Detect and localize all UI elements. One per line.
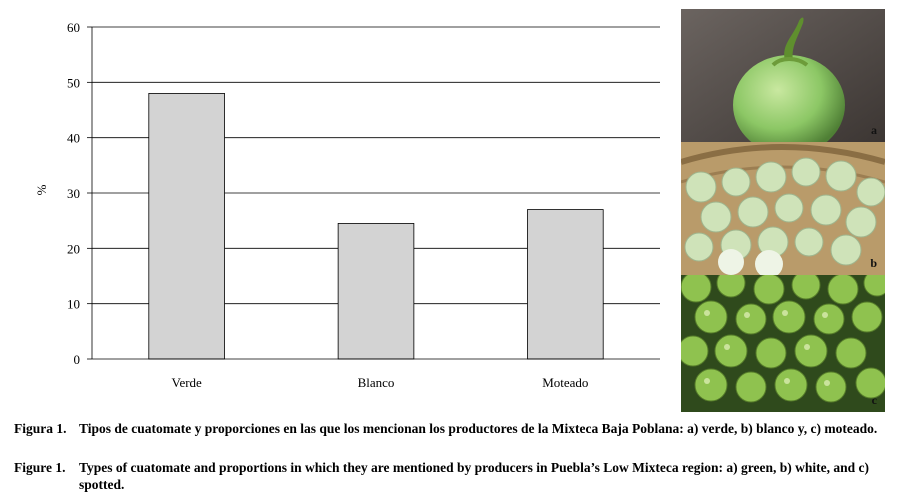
bars bbox=[148, 93, 604, 360]
caption-spanish-text: Tipos de cuatomate y proporciones en las… bbox=[79, 421, 878, 436]
spotted-cuatomate-pile-icon bbox=[681, 275, 885, 412]
y-tick-label: 30 bbox=[67, 186, 80, 201]
photo-c-spotted-cuatomate: c bbox=[681, 275, 885, 412]
y-axis-label: % bbox=[34, 184, 49, 195]
y-tick-labels: 0 10 20 30 40 50 60 bbox=[67, 20, 92, 367]
bar-chart: 0 10 20 30 40 50 60 Verde Blanco Moteado % bbox=[34, 20, 660, 390]
photo-letter-a: a bbox=[871, 123, 877, 137]
x-category-label: Moteado bbox=[542, 375, 588, 390]
photo-a-green-cuatomate: a bbox=[681, 9, 885, 142]
caption-english-label: Figure 1. bbox=[14, 460, 66, 475]
y-tick-label: 40 bbox=[67, 131, 80, 146]
x-category-label: Verde bbox=[172, 375, 203, 390]
y-tick-label: 10 bbox=[67, 297, 80, 312]
y-tick-label: 0 bbox=[74, 352, 81, 367]
bar-moteado bbox=[527, 209, 604, 360]
y-tick-label: 60 bbox=[67, 20, 80, 35]
green-cuatomate-icon bbox=[681, 9, 885, 142]
bar-blanco bbox=[337, 223, 415, 360]
caption-spanish: Figura 1. Tipos de cuatomate y proporcio… bbox=[14, 420, 909, 437]
white-cuatomate-basket-icon bbox=[681, 142, 885, 275]
bar-verde bbox=[148, 93, 225, 360]
photo-letter-c: c bbox=[871, 393, 877, 407]
y-tick-label: 50 bbox=[67, 75, 80, 90]
caption-english-text: Types of cuatomate and proportions in wh… bbox=[79, 460, 869, 492]
x-category-label: Blanco bbox=[358, 375, 395, 390]
photo-b-white-cuatomate: b bbox=[681, 142, 885, 275]
caption-spanish-label: Figura 1. bbox=[14, 421, 67, 436]
x-category-labels: Verde Blanco Moteado bbox=[172, 375, 589, 390]
caption-english: Figure 1. Types of cuatomate and proport… bbox=[14, 459, 909, 493]
y-tick-label: 20 bbox=[67, 241, 80, 256]
photo-letter-b: b bbox=[870, 256, 877, 270]
